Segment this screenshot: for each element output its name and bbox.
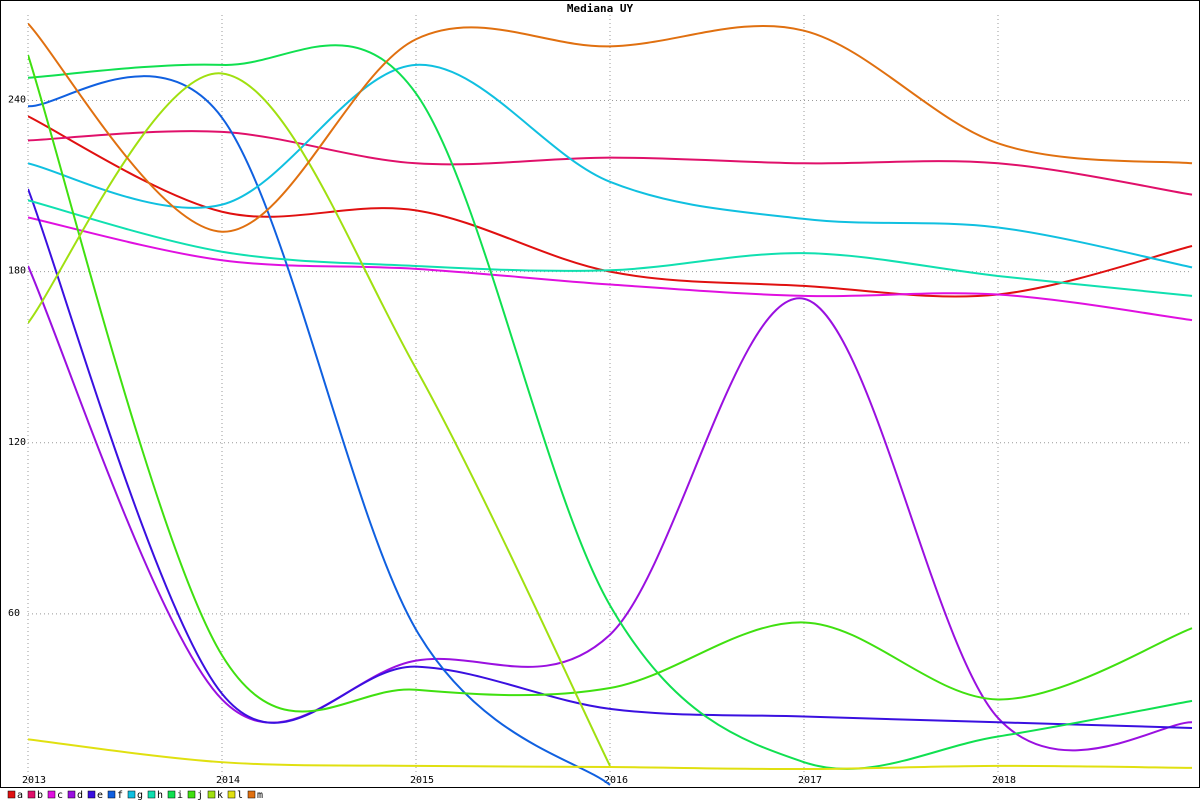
y-tick-label: 240 [8, 95, 26, 106]
line-series [28, 72, 611, 767]
line-series [28, 44, 1193, 770]
legend-label: k [217, 790, 223, 800]
x-tick-label: 2014 [216, 775, 240, 786]
legend-swatch [127, 790, 136, 799]
legend-label: f [117, 790, 123, 800]
line-series [28, 130, 1193, 196]
plot-area [28, 22, 1193, 786]
line-series [28, 265, 1193, 752]
legend-swatch [7, 790, 16, 799]
legend-swatch [227, 790, 236, 799]
legend-swatch [207, 790, 216, 799]
legend-swatch [67, 790, 76, 799]
chart-title: Mediana UY [567, 2, 634, 15]
legend-swatch [247, 790, 256, 799]
legend-swatch [187, 790, 196, 799]
legend-label: e [97, 790, 103, 800]
line-series [28, 75, 611, 786]
legend-swatch [27, 790, 36, 799]
line-series [28, 199, 1193, 297]
y-tick-label: 60 [8, 608, 20, 619]
x-tick-label: 2015 [410, 775, 434, 786]
legend-swatch [107, 790, 116, 799]
line-series [28, 188, 1193, 729]
legend-label: j [197, 790, 203, 800]
legend-label: g [137, 790, 143, 800]
legend-label: m [257, 790, 263, 800]
x-tick-label: 2018 [992, 775, 1016, 786]
y-tick-label: 120 [8, 437, 26, 448]
line-series [28, 216, 1193, 322]
x-tick-label: 2016 [604, 775, 628, 786]
line-series [28, 22, 1193, 233]
legend-label: d [77, 790, 83, 800]
y-tick-label: 180 [8, 266, 26, 277]
line-series [28, 738, 1193, 771]
line-series [28, 54, 1193, 713]
legend-label: c [57, 790, 63, 800]
line-series [28, 63, 1193, 269]
legend-label: h [157, 790, 163, 800]
legend-swatch [167, 790, 176, 799]
legend-label: b [37, 790, 43, 800]
legend-swatch [147, 790, 156, 799]
legend-swatch [87, 790, 96, 799]
x-tick-label: 2013 [22, 775, 46, 786]
legend-label: a [17, 790, 23, 800]
legend-label: i [177, 790, 183, 800]
legend-label: l [237, 790, 243, 800]
legend-swatch [47, 790, 56, 799]
x-tick-label: 2017 [798, 775, 822, 786]
